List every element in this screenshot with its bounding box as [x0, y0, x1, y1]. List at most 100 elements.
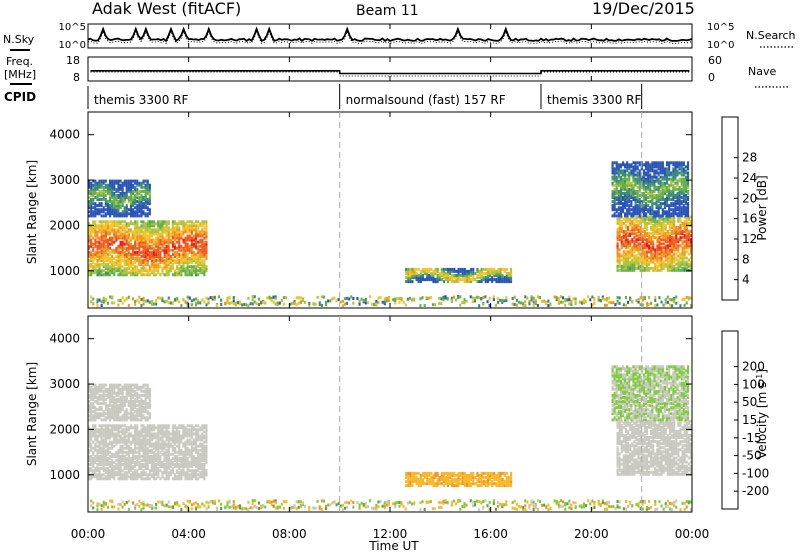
- velocity-cell: [132, 456, 135, 460]
- velocity-cell: [92, 446, 95, 450]
- power-cell: [649, 169, 652, 173]
- power-cell: [480, 297, 483, 301]
- power-cell: [432, 274, 435, 277]
- power-cell: [635, 262, 638, 266]
- power-cell: [629, 262, 632, 266]
- power-cell: [680, 165, 683, 169]
- power-cell: [680, 181, 683, 185]
- power-cell: [455, 280, 458, 284]
- power-cell: [203, 255, 206, 258]
- power-cell: [622, 236, 625, 240]
- power-cell: [440, 274, 443, 277]
- power-cell: [520, 301, 523, 305]
- power-cell: [127, 248, 130, 252]
- power-cell: [190, 224, 193, 228]
- power-cell: [199, 267, 202, 271]
- power-cell: [142, 179, 145, 183]
- power-cell: [656, 248, 659, 252]
- power-cell: [642, 196, 645, 199]
- power-cell: [171, 240, 174, 244]
- power-cell: [289, 302, 292, 306]
- power-cell: [643, 234, 646, 238]
- velocity-cell: [123, 477, 126, 481]
- power-cell: [88, 202, 91, 206]
- power-cell: [659, 179, 662, 183]
- power-cell: [123, 214, 126, 218]
- velocity-cell: [123, 432, 126, 436]
- velocity-cell: [123, 450, 126, 454]
- velocity-cell: [127, 471, 130, 475]
- power-cell: [111, 200, 114, 204]
- velocity-cell: [104, 454, 107, 458]
- power-cell: [203, 261, 206, 265]
- power-cell: [159, 224, 162, 228]
- velocity-cell: [127, 469, 130, 473]
- power-cell: [371, 302, 374, 306]
- power-cell: [687, 183, 690, 187]
- power-cell: [163, 220, 166, 224]
- power-cell: [424, 278, 427, 282]
- velocity-cell: [100, 448, 103, 452]
- power-cell: [134, 302, 137, 306]
- power-cell: [470, 278, 473, 282]
- power-cell: [163, 300, 166, 304]
- power-cell: [98, 269, 101, 273]
- power-cell: [507, 278, 510, 282]
- power-cell: [257, 297, 260, 301]
- power-cell: [659, 165, 662, 169]
- velocity-cell: [494, 507, 497, 511]
- velocity-cell: [113, 432, 116, 436]
- power-cell: [197, 220, 200, 224]
- power-cell: [119, 196, 122, 199]
- power-cell: [247, 296, 250, 300]
- velocity-cell: [593, 502, 596, 506]
- power-cell: [176, 273, 179, 277]
- power-cell: [192, 252, 195, 256]
- power-cell: [680, 183, 683, 187]
- power-cell: [90, 202, 93, 206]
- power-cell: [127, 196, 130, 199]
- power-cell: [638, 183, 641, 187]
- power-cell: [180, 232, 183, 236]
- power-cell: [685, 230, 688, 233]
- velocity-cell: [109, 450, 112, 454]
- power-cell: [195, 257, 198, 260]
- power-cell: [98, 242, 101, 246]
- power-cell: [658, 217, 661, 221]
- power-cell: [203, 271, 206, 275]
- power-cell: [635, 217, 638, 221]
- velocity-cell: [662, 507, 665, 511]
- power-cell: [369, 295, 372, 299]
- power-cell: [681, 260, 684, 264]
- power-cell: [654, 252, 657, 256]
- power-cell: [532, 296, 535, 300]
- power-cell: [676, 165, 679, 169]
- power-cell: [88, 200, 91, 204]
- power-cell: [92, 267, 95, 271]
- power-cell: [325, 303, 328, 307]
- power-cell: [662, 254, 665, 258]
- power-cell: [153, 238, 156, 242]
- power-cell: [661, 169, 664, 173]
- power-cell: [109, 259, 112, 262]
- power-cell: [129, 263, 132, 267]
- power-cell: [660, 258, 663, 262]
- power-cell: [684, 181, 687, 185]
- velocity-cell: [138, 454, 141, 458]
- power-cell: [619, 169, 622, 173]
- velocity-cell: [377, 500, 380, 504]
- power-cell: [184, 250, 187, 254]
- power-cell: [90, 244, 93, 248]
- velocity-cell: [547, 508, 550, 512]
- power-cell: [132, 183, 135, 187]
- power-cell: [115, 220, 118, 224]
- power-cell: [153, 220, 156, 224]
- power-cell: [658, 228, 661, 231]
- power-cell: [620, 258, 623, 262]
- power-cell: [96, 210, 99, 214]
- power-cell: [132, 202, 135, 206]
- power-cell: [656, 240, 659, 244]
- power-cell: [680, 196, 683, 199]
- velocity-cell: [127, 440, 130, 444]
- velocity-cell: [591, 499, 594, 503]
